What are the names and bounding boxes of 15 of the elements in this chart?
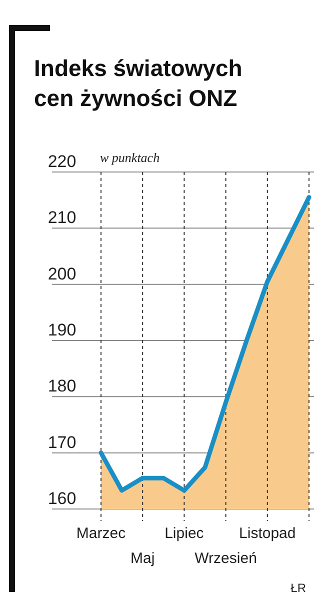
y-tick-label: 190 (48, 320, 76, 340)
chart-title: Indeks światowych cen żywności ONZ (34, 55, 242, 111)
x-tick-label: Wrzesień (194, 550, 257, 567)
y-tick-label: 200 (48, 264, 76, 284)
y-tick-label: 180 (48, 376, 76, 396)
x-tick-label: Lipiec (164, 525, 204, 542)
x-tick-label: Maj (130, 550, 155, 567)
text: ŁR (290, 581, 306, 595)
x-tick-label: Marzec (76, 525, 126, 542)
y-tick-label: 160 (48, 489, 76, 508)
x-tick-label: Listopad (239, 525, 296, 542)
y-tick-label: 170 (48, 432, 76, 452)
y-tick-label: 210 (48, 208, 76, 228)
text: w punktach (100, 150, 160, 165)
y-tick-label: 220 (48, 152, 76, 171)
